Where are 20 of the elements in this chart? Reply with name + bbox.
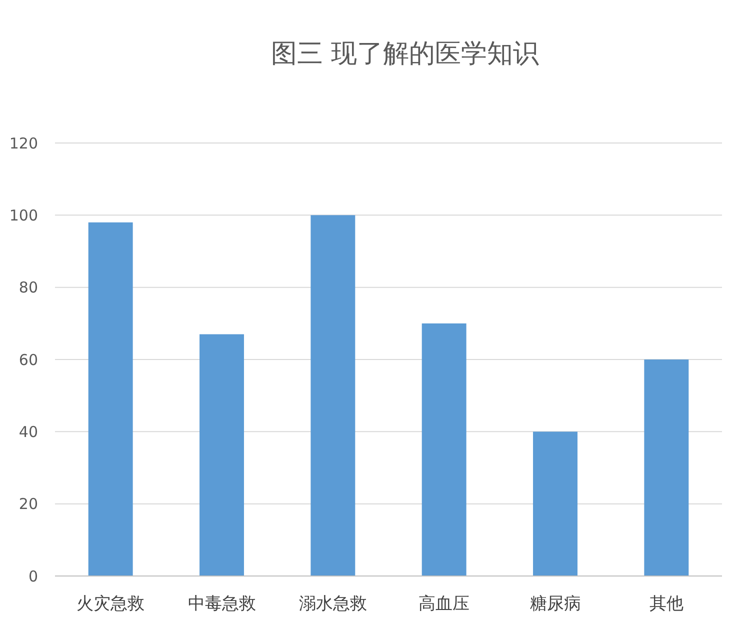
x-tick-label: 糖尿病 — [530, 594, 581, 614]
bar — [533, 432, 578, 576]
chart-title: 图三 现了解的医学知识 — [270, 39, 540, 69]
bar — [200, 334, 244, 576]
x-tick-label: 溺水急救 — [298, 594, 367, 614]
bar — [310, 215, 356, 576]
bar — [88, 222, 133, 576]
bar — [644, 360, 689, 576]
y-tick-label: 60 — [18, 350, 38, 369]
y-tick-label: 0 — [28, 567, 38, 586]
y-tick-label: 40 — [18, 422, 38, 441]
y-tick-label: 80 — [18, 278, 38, 297]
x-tick-label: 高血压 — [418, 594, 470, 614]
x-tick-label: 火灾急救 — [76, 594, 145, 614]
bar — [422, 323, 466, 576]
x-tick-label: 中毒急救 — [188, 594, 256, 614]
x-tick-label: 其他 — [649, 594, 684, 614]
y-tick-label: 20 — [18, 495, 38, 514]
y-tick-label: 120 — [9, 134, 38, 152]
y-tick-label: 100 — [9, 206, 38, 224]
